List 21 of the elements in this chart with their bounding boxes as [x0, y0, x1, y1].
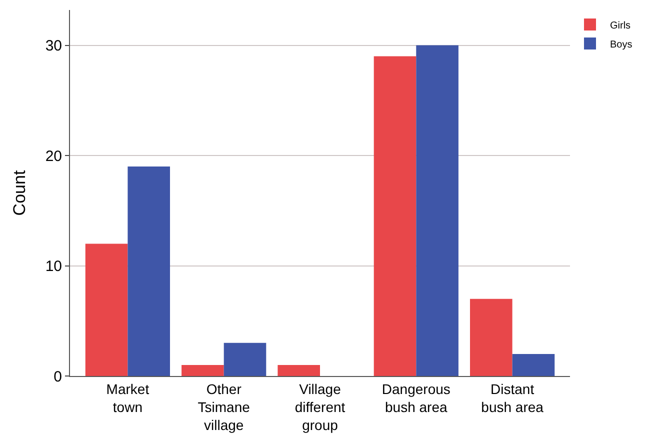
legend-label: Girls	[610, 20, 631, 32]
x-tick-label: Distant bush area	[481, 380, 544, 415]
bar	[128, 166, 170, 376]
x-tick-label: Dangerous bush area	[382, 380, 450, 415]
bar	[416, 45, 458, 376]
bar	[512, 354, 555, 376]
y-tick-label: 10	[45, 258, 62, 276]
x-tick-label: Market town	[106, 380, 150, 415]
bar	[374, 56, 416, 376]
x-tick-label: Other Tsimane village	[198, 380, 250, 434]
bar	[278, 364, 320, 376]
bar	[85, 244, 128, 376]
bar	[470, 298, 512, 376]
x-tick-label: Village different group	[294, 380, 346, 434]
y-tick-label: 0	[54, 368, 62, 386]
bar	[182, 364, 224, 376]
y-tick-label: 20	[45, 148, 62, 165]
legend-label: Boys	[610, 39, 632, 50]
y-axis-title: Count	[10, 170, 29, 216]
bar	[224, 342, 266, 376]
y-tick-label: 30	[45, 38, 62, 55]
